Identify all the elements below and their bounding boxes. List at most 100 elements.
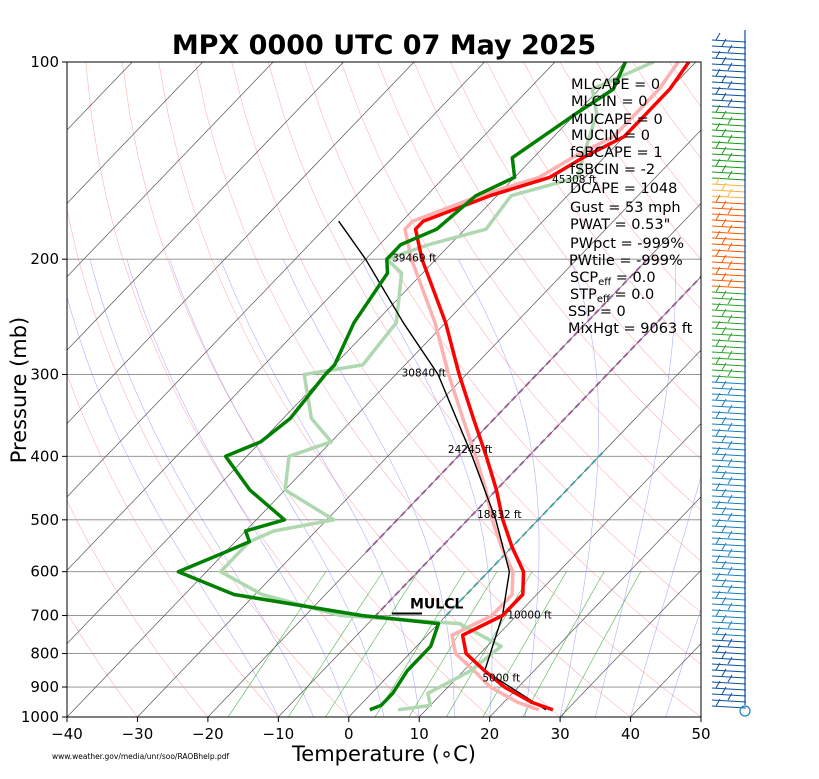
- wind-barb: [711, 435, 747, 439]
- wind-barb: [711, 81, 747, 85]
- wind-barb: [711, 369, 747, 373]
- y-tick-label: 800: [30, 645, 59, 663]
- dry-adiabat: [67, 499, 209, 717]
- wind-barb-flag: [721, 686, 727, 695]
- wind-barb: [711, 39, 747, 43]
- wind-barb: [711, 375, 747, 379]
- isotherm: [67, 62, 274, 278]
- dry-adiabat: [194, 62, 631, 717]
- wind-barb: [711, 141, 747, 145]
- dewpoint-prev-line: [218, 62, 655, 712]
- wind-barb-flag: [721, 614, 727, 623]
- wind-barb: [711, 471, 747, 475]
- y-tick-label: 400: [30, 447, 59, 465]
- wind-barb-flag: [727, 440, 733, 449]
- wind-barb: [711, 261, 747, 265]
- dry-adiabat: [413, 62, 701, 460]
- isotherm: [559, 569, 701, 717]
- wind-barb-flag: [715, 194, 721, 203]
- dry-adiabat: [158, 62, 561, 717]
- wind-barb: [711, 183, 747, 187]
- isotherm: [67, 62, 626, 645]
- wind-barb: [711, 135, 747, 139]
- dry-adiabat: [67, 612, 138, 717]
- wind-barb: [711, 627, 747, 631]
- wind-barb-flag: [721, 668, 727, 677]
- wind-barb-flag: [721, 308, 727, 317]
- moist-adiabat: [89, 259, 314, 717]
- wind-barb: [711, 525, 747, 529]
- special-isotherm: [375, 275, 701, 617]
- index-label: DCAPE = 1048: [570, 181, 677, 197]
- wind-barb-flag: [727, 314, 733, 323]
- wind-barb: [711, 429, 747, 433]
- wind-barb: [711, 339, 747, 343]
- wind-barb-flag: [715, 680, 721, 689]
- wind-barb-flag: [721, 362, 727, 371]
- wind-barb-flag: [721, 650, 727, 659]
- wind-barb: [711, 231, 747, 235]
- wind-barb: [711, 351, 747, 355]
- index-label: MLCAPE = 0: [571, 77, 660, 93]
- wind-barb-flag: [715, 428, 721, 437]
- wind-barb-flag: [715, 104, 721, 113]
- wind-barb: [711, 57, 747, 61]
- index-label: fSBCIN = -2: [570, 162, 655, 178]
- wind-barb-flag: [727, 566, 733, 575]
- height-label: 39469 ft: [392, 253, 436, 265]
- index-label: MUCAPE = 0: [571, 112, 663, 128]
- moist-adiabat: [67, 295, 279, 717]
- lcl-label: MULCL: [410, 597, 463, 613]
- wind-barb: [711, 459, 747, 463]
- wind-barb-flag: [715, 302, 721, 311]
- y-axis: 100 200 300 400 500 600 700 800 900 1000: [21, 53, 67, 726]
- wind-barb-flag: [715, 32, 721, 41]
- height-label: 45308 ft: [552, 174, 596, 186]
- moist-adiabat: [595, 259, 677, 717]
- wind-barb: [711, 633, 747, 637]
- wind-barb-flag: [727, 260, 733, 269]
- wind-barb-flag: [715, 572, 721, 581]
- wind-barb-flag: [727, 80, 733, 89]
- wind-barb-flag: [721, 182, 727, 191]
- wind-barb: [711, 465, 747, 469]
- wind-barb-flag: [721, 398, 727, 407]
- wind-barb: [711, 249, 747, 253]
- wind-barb: [711, 663, 747, 667]
- wind-barb: [711, 51, 747, 55]
- wind-barb-flag: [727, 602, 733, 611]
- wind-barb: [711, 63, 747, 67]
- x-axis-label: Temperature (∘C): [291, 742, 476, 766]
- wind-barb: [711, 645, 747, 649]
- wind-barb-flag: [715, 266, 721, 275]
- wind-barb-flag: [715, 230, 721, 239]
- index-label: Gust = 53 mph: [570, 200, 681, 216]
- wind-barb: [711, 621, 747, 625]
- wind-barb: [711, 675, 747, 679]
- wind-barb: [711, 273, 747, 277]
- wind-barb-flag: [721, 272, 727, 281]
- wind-barb-flag: [721, 56, 727, 65]
- wind-barb: [711, 117, 747, 121]
- wind-barb-flag: [727, 404, 733, 413]
- wind-barbs: [711, 30, 751, 717]
- wind-barb-flag: [721, 578, 727, 587]
- wind-barb-flag: [721, 344, 727, 353]
- wind-barb: [711, 549, 747, 553]
- wind-barb: [711, 543, 747, 547]
- wind-barb-flag: [715, 248, 721, 257]
- wind-barb-flag: [715, 122, 721, 131]
- wind-barb-flag: [727, 638, 733, 647]
- wind-barb-flag: [721, 524, 727, 533]
- dry-adiabat: [67, 373, 279, 717]
- wind-barb-flag: [715, 698, 721, 707]
- moist-adiabat: [220, 259, 420, 717]
- x-tick-label: 30: [551, 725, 570, 743]
- wind-barb-flag: [727, 494, 733, 503]
- wind-calm-circle: [739, 705, 751, 717]
- dry-adiabat: [267, 62, 701, 665]
- wind-barb: [711, 357, 747, 361]
- moist-adiabat: [559, 259, 600, 717]
